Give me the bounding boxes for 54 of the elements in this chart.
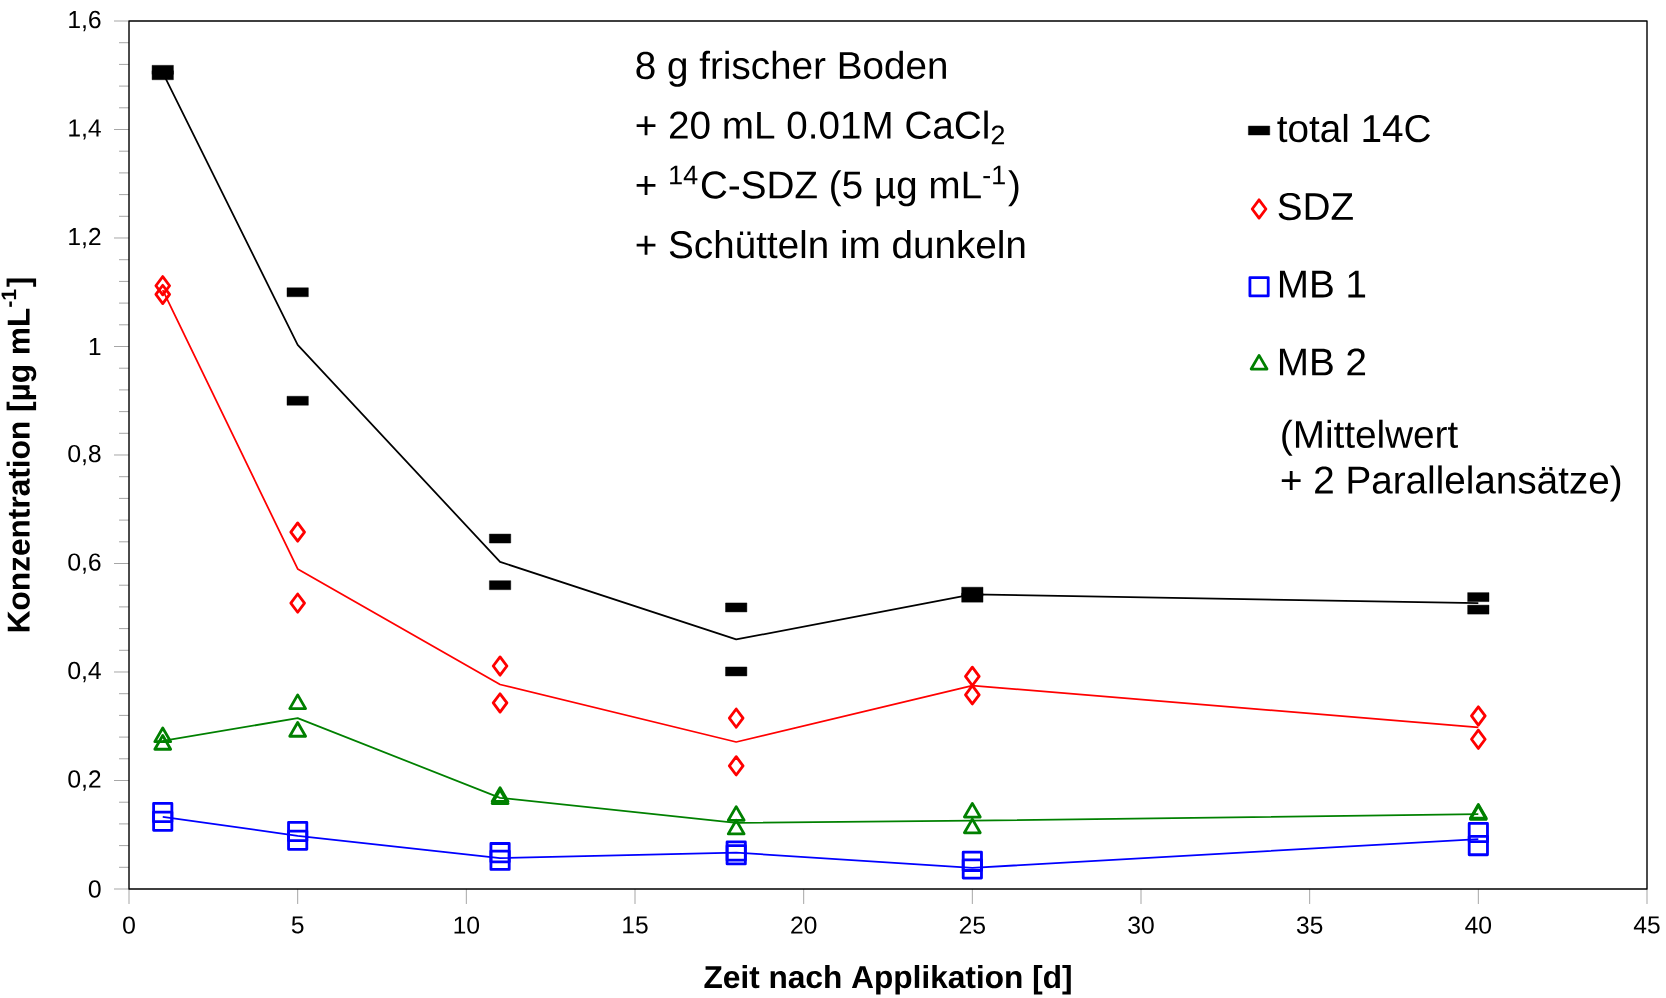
y-tick-label: 1,4 — [69, 119, 101, 140]
point — [152, 801, 174, 824]
x-tick-label: 0 — [123, 916, 135, 934]
y-tick-label: 0,4 — [68, 661, 101, 683]
point — [154, 275, 171, 297]
point — [964, 684, 981, 706]
point — [154, 283, 171, 305]
y-tick-label: 0,8 — [68, 444, 101, 466]
x-tick-label: 35 — [1296, 916, 1323, 934]
y-tick-label: 0 — [88, 880, 101, 898]
point — [289, 521, 306, 543]
point — [489, 842, 511, 864]
legend-label: MB 1 — [1279, 270, 1366, 298]
annotation: 8 g frischer Boden — [636, 50, 946, 87]
x-tick-label: 40 — [1465, 916, 1492, 934]
annotation: + Schütteln im dunkeln — [636, 230, 1025, 259]
point — [964, 665, 981, 687]
x-tick-label: 10 — [454, 916, 480, 934]
y-tick-label: 1,2 — [69, 227, 101, 249]
point — [287, 820, 309, 843]
point — [152, 810, 174, 832]
point — [1467, 822, 1489, 844]
annotation: + 20 mL 0.01M CaCl$_{2}$ — [636, 110, 1005, 145]
legend-label: SDZ — [1278, 192, 1353, 221]
annotation: + 2 Parallelansätze) — [1281, 465, 1621, 502]
point — [1470, 705, 1487, 727]
x-tick-label: 30 — [1128, 916, 1154, 934]
point — [489, 849, 511, 871]
y-tick-label: 1 — [89, 338, 101, 355]
point — [727, 707, 745, 729]
point — [1470, 728, 1487, 750]
x-tick-label: 15 — [623, 916, 648, 934]
legend-label: total 14C — [1277, 113, 1430, 143]
y-tick-label: 0,6 — [68, 553, 101, 574]
x-tick-label: 25 — [959, 916, 985, 934]
point — [1467, 835, 1489, 857]
x-tick-label: 45 — [1633, 916, 1660, 934]
point — [491, 692, 509, 714]
point — [153, 726, 173, 744]
point — [491, 655, 509, 677]
y-tick-label: 0,2 — [68, 770, 101, 791]
annotation: + $^{14}$C-SDZ (5 µg mL$^{-1}$) — [636, 165, 1019, 207]
point — [727, 755, 745, 777]
annotation: (Mittelwert — [1282, 419, 1458, 456]
point — [961, 858, 983, 880]
point — [961, 850, 983, 872]
x-tick-label: 5 — [291, 916, 304, 934]
y-axis-title: Konzentration [µg mL$^{-1}$] — [1, 278, 37, 632]
point — [287, 829, 309, 851]
x-axis-title: Zeit nach Applikation [d] — [704, 964, 1071, 995]
x-tick-label: 20 — [791, 916, 817, 934]
legend-label: MB 2 — [1279, 348, 1366, 376]
point — [289, 592, 306, 614]
y-tick-label: 1,6 — [69, 10, 101, 32]
